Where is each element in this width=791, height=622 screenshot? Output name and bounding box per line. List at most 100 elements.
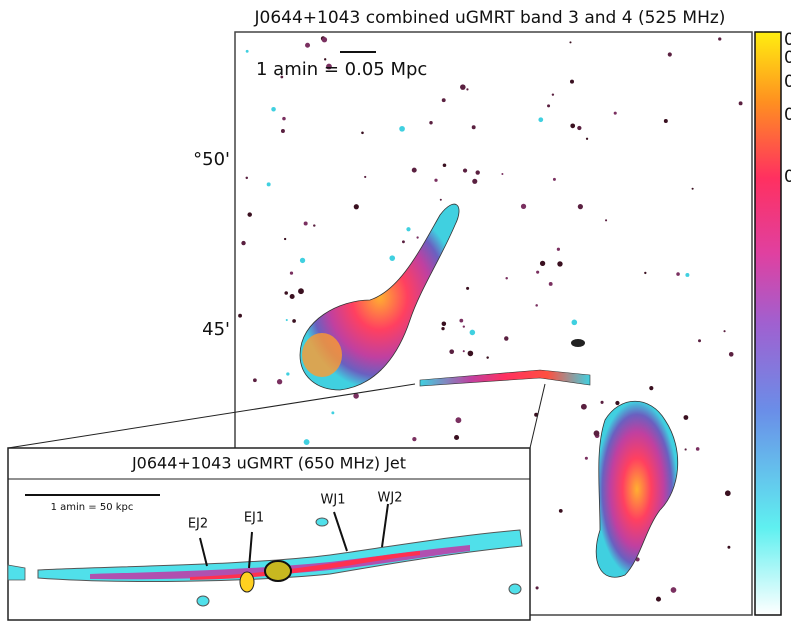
colorbar-label: 0 — [784, 30, 791, 50]
point-source — [548, 282, 553, 286]
point-source — [570, 123, 576, 129]
point-source — [727, 545, 731, 549]
point-source — [442, 163, 447, 168]
annotation-arrows — [199, 503, 389, 569]
point-source — [285, 318, 288, 322]
se-lobe — [595, 400, 679, 578]
point-source — [683, 415, 689, 420]
point-source — [558, 508, 563, 513]
point-source — [321, 37, 328, 43]
point-source — [280, 75, 284, 79]
point-source — [663, 119, 668, 123]
point-source — [439, 198, 442, 201]
point-source — [557, 261, 563, 267]
point-source — [556, 247, 560, 251]
point-source — [520, 203, 527, 210]
point-source — [305, 42, 311, 48]
point-source — [253, 378, 257, 383]
point-source — [505, 277, 508, 280]
point-source — [353, 393, 359, 399]
point-source — [326, 63, 332, 70]
point-source — [454, 434, 460, 441]
point-source — [467, 350, 474, 357]
annotation: EJ2 — [188, 517, 208, 532]
point-source — [441, 98, 446, 103]
blob — [196, 595, 210, 607]
point-source — [303, 221, 308, 226]
point-source — [535, 304, 538, 307]
point-source — [501, 173, 504, 176]
point-source — [402, 240, 405, 244]
point-source — [284, 291, 288, 295]
point-source — [600, 400, 604, 404]
point-source — [245, 49, 249, 53]
point-source — [399, 125, 405, 132]
inset-jet-core — [190, 551, 420, 580]
point-source — [569, 41, 572, 44]
colorbar-label: 0 — [784, 72, 791, 92]
point-source — [536, 270, 540, 274]
point-source — [469, 329, 476, 336]
core — [264, 560, 292, 582]
blob — [508, 583, 522, 595]
point-source — [429, 121, 433, 125]
point-source — [695, 447, 700, 451]
point-source — [571, 319, 578, 326]
scale-label: 1 amin = 0.05 Mpc — [256, 59, 427, 80]
point-source — [441, 327, 445, 331]
inset-scale-label: 1 amin = 50 kpc — [51, 502, 134, 513]
point-source — [282, 116, 286, 121]
source — [571, 339, 585, 347]
point-source — [299, 257, 306, 264]
point-source — [389, 255, 396, 261]
blob — [315, 517, 329, 527]
point-source — [584, 456, 588, 460]
nw-hotspot — [302, 333, 342, 377]
point-source — [670, 587, 677, 593]
point-source — [271, 106, 276, 112]
point-source — [462, 350, 465, 353]
y-label: 45' — [202, 319, 230, 340]
annotation: WJ2 — [378, 491, 403, 506]
point-source — [411, 167, 417, 173]
point-source — [504, 336, 509, 341]
point-source — [539, 260, 546, 267]
point-source — [605, 219, 608, 222]
point-source — [455, 417, 462, 424]
point-source — [459, 318, 464, 323]
point-source — [412, 437, 417, 442]
point-source — [655, 596, 662, 602]
point-source — [593, 430, 600, 437]
point-source — [585, 137, 589, 140]
point-source — [723, 330, 726, 333]
point-source — [577, 125, 582, 131]
point-source — [460, 84, 466, 90]
point-source — [552, 177, 556, 181]
point-source — [475, 170, 480, 175]
annotation: WJ1 — [321, 493, 346, 508]
inset-title: J0644+1043 uGMRT (650 MHz) Jet — [131, 454, 406, 473]
point-source — [551, 93, 555, 96]
point-source — [324, 58, 327, 61]
point-source — [353, 204, 359, 210]
point-source — [615, 400, 620, 406]
point-source — [434, 178, 438, 182]
point-source — [728, 352, 734, 357]
point-source — [676, 272, 680, 276]
point-source — [449, 349, 455, 355]
point-source — [289, 271, 294, 275]
point-source — [292, 319, 296, 323]
point-source — [486, 356, 489, 359]
point-source — [313, 224, 316, 227]
point-source — [247, 212, 252, 217]
title: J0644+1043 combined uGMRT band 3 and 4 (… — [254, 8, 726, 28]
point-source — [535, 586, 539, 590]
point-source — [691, 187, 694, 190]
point-source — [266, 182, 271, 187]
point-source — [361, 131, 364, 135]
annotation: EJ1 — [244, 511, 264, 526]
point-source — [667, 52, 672, 57]
point-source — [698, 339, 702, 343]
point-source — [241, 240, 246, 246]
